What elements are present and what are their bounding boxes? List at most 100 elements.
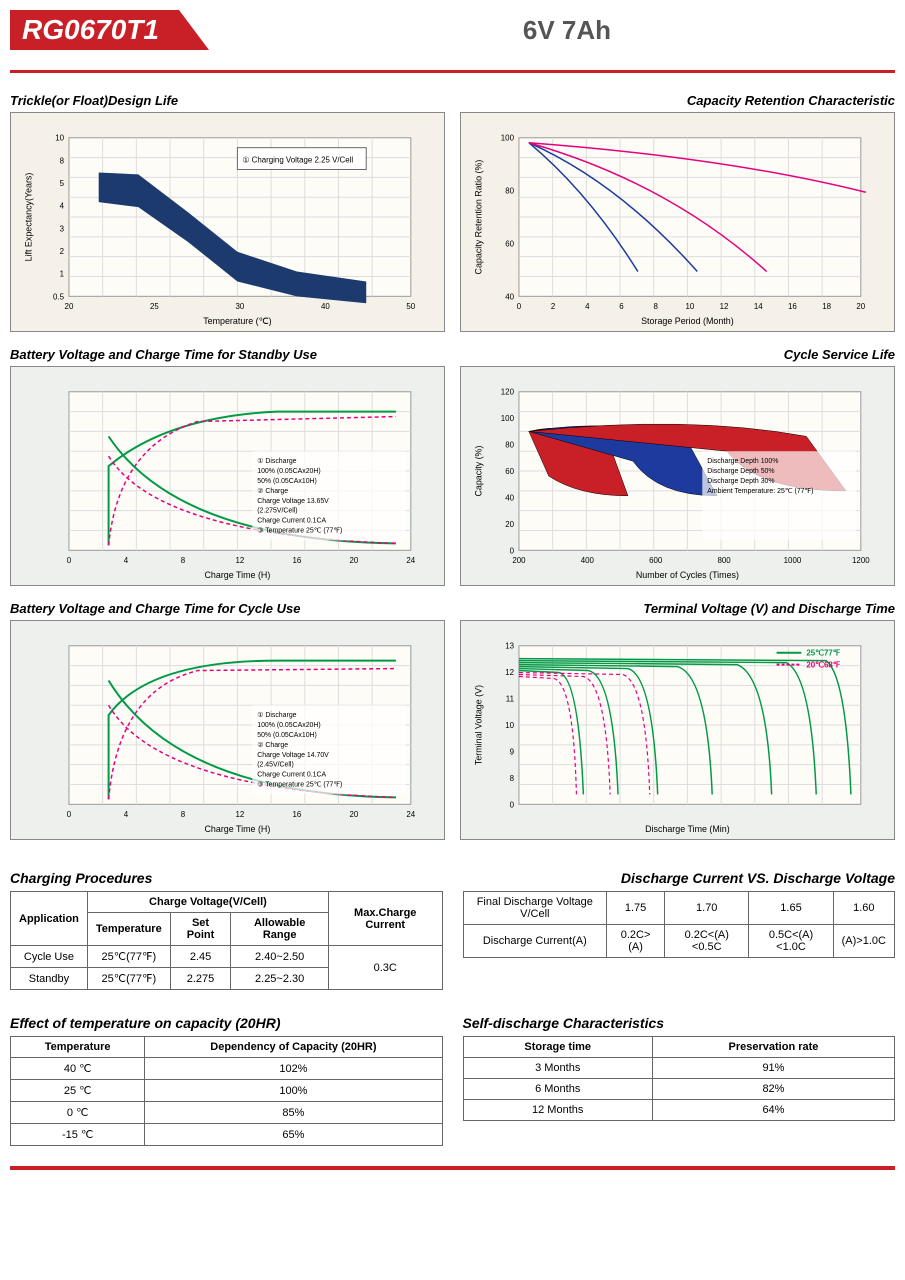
svg-text:20℃68℉: 20℃68℉ (806, 661, 840, 670)
svg-text:25℃77℉: 25℃77℉ (806, 649, 840, 658)
self-discharge-title: Self-discharge Characteristics (463, 1015, 896, 1031)
model-badge: RG0670T1 (10, 10, 179, 50)
svg-text:50% (0.05CAx10H): 50% (0.05CAx10H) (257, 478, 317, 485)
svg-text:24: 24 (406, 556, 415, 565)
svg-text:0: 0 (510, 800, 515, 809)
svg-text:0: 0 (67, 556, 72, 565)
svg-text:Discharge Depth 50%: Discharge Depth 50% (707, 468, 774, 475)
svg-text:13: 13 (505, 642, 514, 651)
svg-text:0.5: 0.5 (53, 292, 65, 301)
svg-text:0: 0 (517, 302, 522, 311)
svg-text:① Discharge: ① Discharge (257, 457, 296, 465)
svg-text:200: 200 (512, 556, 526, 565)
svg-text:Charge Current 0.1CA: Charge Current 0.1CA (257, 772, 326, 779)
svg-text:2: 2 (551, 302, 555, 311)
svg-text:20: 20 (65, 302, 74, 311)
chart-box: 04812162024Charge Time (H)① Discharge100… (10, 366, 445, 586)
chart-title: Cycle Service Life (460, 347, 895, 362)
svg-text:4: 4 (124, 810, 129, 819)
svg-text:Charge Voltage 14.70V: Charge Voltage 14.70V (257, 752, 329, 759)
svg-text:18: 18 (822, 302, 831, 311)
header: RG0670T1 6V 7Ah (10, 10, 895, 50)
svg-text:80: 80 (505, 441, 514, 450)
svg-text:8: 8 (60, 156, 65, 165)
svg-text:20: 20 (505, 520, 514, 529)
svg-text:8: 8 (181, 556, 186, 565)
svg-text:60: 60 (505, 467, 514, 476)
svg-text:Discharge Time (Min): Discharge Time (Min) (645, 824, 730, 834)
svg-text:20: 20 (856, 302, 865, 311)
svg-text:③ Temperature 25℃ (77℉): ③ Temperature 25℃ (77℉) (257, 526, 342, 534)
svg-text:100: 100 (501, 414, 515, 423)
svg-text:Charge Current 0.1CA: Charge Current 0.1CA (257, 518, 326, 525)
svg-text:12: 12 (505, 668, 514, 677)
svg-text:0: 0 (510, 546, 515, 555)
svg-text:10: 10 (505, 721, 514, 730)
svg-text:Charge Time (H): Charge Time (H) (204, 824, 270, 834)
svg-text:50% (0.05CAx10H): 50% (0.05CAx10H) (257, 732, 317, 739)
svg-text:Number of Cycles (Times): Number of Cycles (Times) (636, 570, 739, 580)
discharge-table: Final Discharge Voltage V/Cell1.751.701.… (463, 891, 896, 958)
header-divider (10, 70, 895, 73)
svg-text:(2.45V/Cell): (2.45V/Cell) (257, 762, 294, 769)
svg-text:4: 4 (585, 302, 590, 311)
svg-text:800: 800 (717, 556, 731, 565)
svg-text:(2.275V/Cell): (2.275V/Cell) (257, 508, 297, 515)
self-discharge-table: Storage timePreservation rate3 Months91%… (463, 1036, 896, 1121)
svg-text:40: 40 (505, 292, 514, 301)
svg-text:10: 10 (55, 134, 64, 143)
svg-text:8: 8 (510, 774, 515, 783)
spec-text: 6V 7Ah (239, 15, 895, 46)
svg-text:10: 10 (685, 302, 694, 311)
svg-text:3: 3 (60, 224, 65, 233)
svg-text:① Charging Voltage 2.25 V/Cell: ① Charging Voltage 2.25 V/Cell (242, 156, 353, 165)
svg-text:100% (0.05CAx20H): 100% (0.05CAx20H) (257, 722, 320, 729)
svg-text:Lift Expectancy(Years): Lift Expectancy(Years) (23, 173, 33, 262)
svg-text:8: 8 (181, 810, 186, 819)
chart-box: 0 8 9 10 11 12 13 Discharge Time (Min) Terminal … (460, 620, 895, 840)
charging-title: Charging Procedures (10, 870, 443, 886)
svg-text:16: 16 (292, 556, 301, 565)
svg-text:120: 120 (501, 388, 515, 397)
chart-title: Capacity Retention Characteristic (460, 93, 895, 108)
svg-text:80: 80 (505, 187, 514, 196)
svg-text:8: 8 (653, 302, 658, 311)
chart-title: Battery Voltage and Charge Time for Cycl… (10, 601, 445, 616)
chart-box: 20040060080010001200020406080100120Numbe… (460, 366, 895, 586)
chart-title: Terminal Voltage (V) and Discharge Time (460, 601, 895, 616)
chart-box: 0 4 8 12 16 20 24 Charge Time (H) ① Discharge 100… (10, 620, 445, 840)
svg-text:6: 6 (619, 302, 624, 311)
svg-text:12: 12 (235, 556, 244, 565)
chart-title: Battery Voltage and Charge Time for Stan… (10, 347, 445, 362)
svg-text:2: 2 (60, 247, 64, 256)
svg-text:0: 0 (67, 810, 72, 819)
svg-text:① Discharge: ① Discharge (257, 711, 296, 719)
svg-text:1: 1 (60, 270, 65, 279)
svg-text:Temperature (℃): Temperature (℃) (203, 316, 271, 326)
svg-text:12: 12 (720, 302, 729, 311)
svg-text:16: 16 (292, 810, 301, 819)
svg-text:12: 12 (235, 810, 244, 819)
charging-table: ApplicationCharge Voltage(V/Cell)Max.Cha… (10, 891, 443, 990)
temp-cap-table: TemperatureDependency of Capacity (20HR)… (10, 1036, 443, 1146)
svg-text:Ambient Temperature: 25℃ (77℉): Ambient Temperature: 25℃ (77℉) (707, 488, 813, 495)
svg-text:Terminal Voltage (V): Terminal Voltage (V) (473, 685, 483, 765)
svg-text:9: 9 (510, 747, 515, 756)
svg-text:400: 400 (581, 556, 595, 565)
svg-text:4: 4 (124, 556, 129, 565)
svg-text:25: 25 (150, 302, 159, 311)
svg-text:Capacity (%): Capacity (%) (473, 446, 483, 497)
svg-text:20: 20 (349, 556, 358, 565)
svg-text:30: 30 (235, 302, 244, 311)
svg-text:24: 24 (406, 810, 415, 819)
svg-text:20: 20 (349, 810, 358, 819)
svg-text:100: 100 (501, 134, 515, 143)
svg-text:1000: 1000 (784, 556, 802, 565)
svg-text:600: 600 (649, 556, 663, 565)
svg-text:Charge Time (H): Charge Time (H) (204, 570, 270, 580)
svg-text:60: 60 (505, 239, 514, 248)
svg-text:Capacity Retention Ratio (%): Capacity Retention Ratio (%) (473, 160, 483, 275)
svg-text:11: 11 (506, 695, 515, 704)
chart-box: 20253040500.512345810Temperature (℃)Lift… (10, 112, 445, 332)
svg-text:③ Temperature 25℃ (77℉): ③ Temperature 25℃ (77℉) (257, 780, 342, 788)
